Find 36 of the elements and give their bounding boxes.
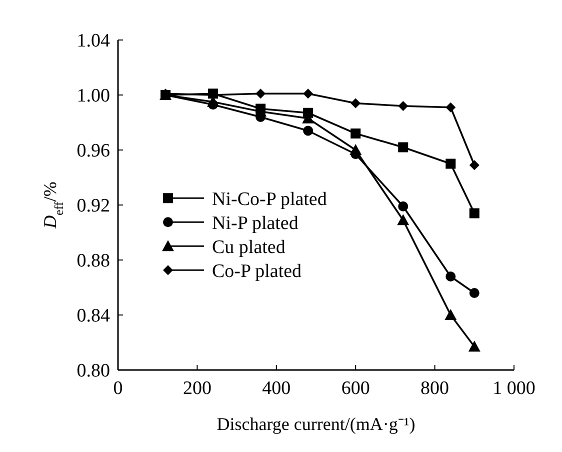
point — [468, 340, 480, 352]
x-tick-label: 800 — [420, 378, 450, 399]
y-tick-label: 0.92 — [76, 196, 110, 217]
point — [446, 102, 456, 112]
legend-label: Cu plated — [212, 236, 286, 258]
point — [303, 88, 314, 99]
x-axis-title: Discharge current/(mA·g⁻¹) — [216, 414, 416, 434]
y-tick-label: 0.96 — [76, 140, 110, 162]
point — [350, 128, 361, 138]
point — [398, 101, 408, 111]
legend-label: Ni-P plated — [212, 212, 299, 234]
point — [469, 208, 480, 218]
point — [350, 144, 362, 155]
point — [446, 158, 456, 169]
point — [256, 88, 266, 99]
x-tick-label: 400 — [262, 378, 291, 399]
legend-label: Co-P plated — [212, 260, 302, 282]
x-tick-label: 200 — [182, 378, 212, 399]
x-tick-label: 600 — [341, 378, 370, 399]
point — [469, 288, 480, 298]
y-tick-label: 0.80 — [76, 360, 110, 382]
y-tick-label: 1.04 — [76, 30, 110, 52]
point — [303, 126, 314, 136]
point — [397, 214, 410, 226]
point — [444, 309, 457, 320]
y-tick-label: 0.88 — [76, 250, 110, 272]
point — [446, 272, 456, 282]
point — [398, 201, 408, 212]
x-tick-label: 1 000 — [492, 378, 536, 399]
y-tick-label: 1.00 — [76, 86, 110, 107]
x-tick-label: 0 — [113, 378, 123, 399]
legend-label: Ni-Co-P plated — [212, 188, 328, 210]
y-tick-label: 0.84 — [76, 306, 110, 327]
point — [469, 160, 480, 170]
point — [350, 98, 361, 108]
point — [398, 142, 408, 152]
